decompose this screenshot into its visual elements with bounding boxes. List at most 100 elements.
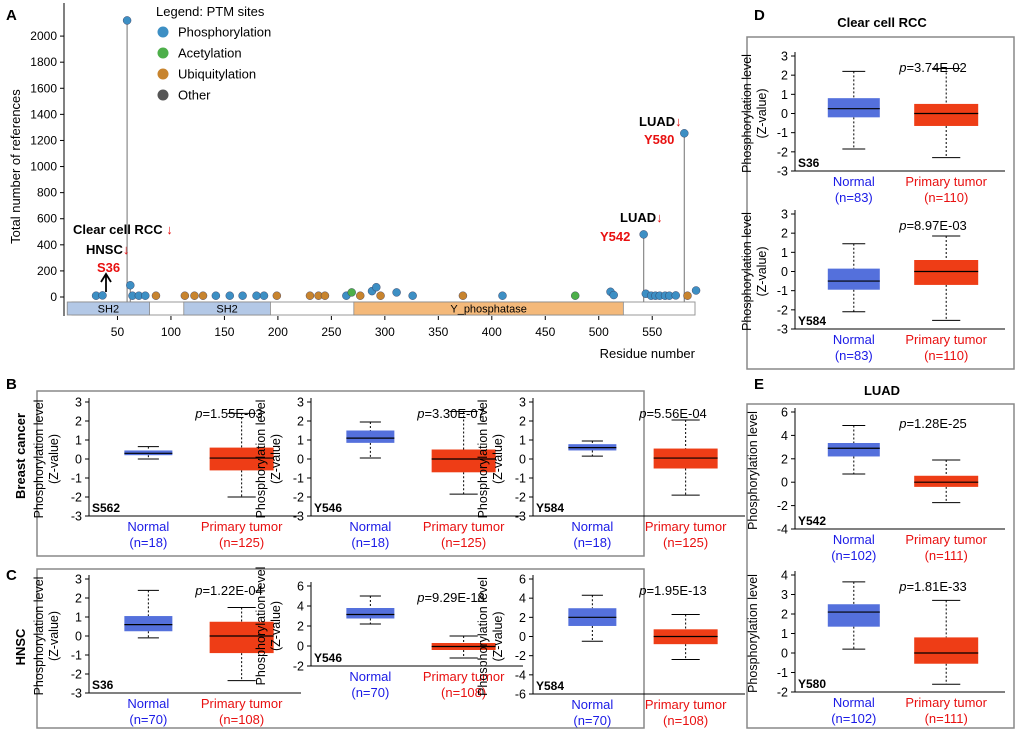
legend-marker-phospho: [157, 26, 169, 38]
box-y-tick-label: -6: [515, 688, 526, 702]
box-ylabel-line2: (Z-value): [491, 434, 505, 484]
panel-d-letter: D: [754, 7, 765, 24]
box-site-label: Y542: [798, 514, 826, 528]
box-ylabel-line1: Phosphorylation level: [740, 212, 754, 331]
box-y-tick-label: -2: [777, 145, 788, 159]
box-y-tick-label: -2: [293, 660, 304, 674]
group-label-tumor: Primary tumor: [423, 519, 505, 534]
y-tick-label: 1600: [30, 81, 57, 95]
legend-marker-other: [157, 89, 169, 101]
box-y-tick-label: 1: [75, 434, 82, 448]
box-y-tick-label: 6: [297, 580, 304, 594]
box-y-tick-label: 0: [297, 640, 304, 654]
box-y-tick-label: -3: [777, 323, 788, 337]
y-tick-label: 400: [37, 238, 57, 252]
box-y-tick-label: 0: [519, 630, 526, 644]
box-y-tick-label: -3: [515, 510, 526, 524]
box-p-value: p=1.81E-33: [898, 579, 967, 594]
box-p-value: p=1.95E-13: [638, 583, 707, 598]
box-y-tick-label: -4: [777, 523, 788, 537]
box-y-tick-label: -2: [71, 668, 82, 682]
group-label-normal: Normal: [349, 519, 391, 534]
group-label-normal: Normal: [833, 174, 875, 189]
ptm-site-acetyl: [571, 291, 580, 300]
box-ylabel-line2: (Z-value): [755, 246, 769, 296]
box-ylabel-line2: (Z-value): [269, 434, 283, 484]
box-ylabel-line1: Phosphorylation level: [476, 400, 490, 519]
group-n-tumor: (n=108): [663, 713, 708, 728]
box-y-tick-label: 3: [297, 396, 304, 410]
group-label-tumor: Primary tumor: [905, 332, 987, 347]
box-ylabel-line1: Phosphorylation level: [476, 577, 490, 696]
x-tick-label: 150: [214, 325, 234, 339]
legend-marker-ubiq: [157, 68, 169, 80]
group-label-tumor: Primary tumor: [645, 697, 727, 712]
ptm-site-phospho: [259, 291, 269, 300]
box-p-value: p=1.28E-25: [898, 416, 967, 431]
box-y-tick-label: 2: [297, 620, 304, 634]
panel-b-frame: [36, 390, 645, 557]
ptm-site-ubiq: [198, 291, 208, 300]
group-label-normal: Normal: [833, 695, 875, 710]
group-label-normal: Normal: [571, 697, 613, 712]
box-p-value: p=3.30E-07: [416, 406, 485, 421]
group-n-tumor: (n=108): [219, 712, 264, 727]
box-p-value: p=3.74E-02: [898, 60, 967, 75]
box-y-tick-label: -1: [71, 649, 82, 663]
box-y-tick-label: 4: [297, 600, 304, 614]
box-ylabel-line2: (Z-value): [47, 434, 61, 484]
legend-label-ubiq: Ubiquitylation: [178, 67, 256, 82]
ptm-site-phospho: [408, 291, 417, 300]
box-y-tick-label: 1: [781, 88, 788, 102]
box-y-tick-label: 1: [519, 434, 526, 448]
ptm-site-ubiq: [376, 291, 385, 300]
box-y-tick-label: 2: [781, 608, 788, 622]
x-tick-label: 250: [321, 325, 341, 339]
ptm-legend: Legend: PTM sites Phosphorylation Acetyla…: [156, 4, 271, 103]
box-y-tick-label: -2: [777, 686, 788, 700]
box-normal: [827, 268, 880, 290]
x-tick-label: 50: [111, 325, 125, 339]
y-tick-label: 1200: [30, 133, 57, 147]
box-y-tick-label: 4: [781, 569, 788, 583]
group-n-normal: (n=70): [351, 685, 389, 700]
group-n-normal: (n=83): [835, 348, 873, 363]
boxplot-d2: 3 2 1 0 -1 -2 -3 Phosphorylation level (Z-value)…: [740, 208, 1005, 363]
box-p-value: p=8.97E-03: [898, 218, 967, 233]
ptm-site-phospho: [609, 290, 618, 300]
x-tick-label: 100: [161, 325, 181, 339]
annot-y542: Y542: [600, 229, 630, 244]
legend-title: Legend: PTM sites: [156, 4, 265, 19]
box-site-label: Y584: [536, 501, 564, 515]
group-label-tumor: Primary tumor: [645, 519, 727, 534]
domain-sh2-0: [66, 301, 150, 316]
panel-a-annotations: Clear cell RCC ↓ HNSC↓ S36 LUAD↓ Y542 LU…: [73, 114, 682, 292]
box-y-tick-label: -1: [515, 472, 526, 486]
box-y-tick-label: -2: [71, 491, 82, 505]
ptm-site-phospho: [691, 286, 701, 295]
annot-s36: S36: [97, 260, 120, 275]
panel-b-title: Breast cancer: [13, 413, 28, 499]
group-n-normal: (n=70): [129, 712, 167, 727]
group-n-tumor: (n=111): [925, 711, 968, 726]
box-y-tick-label: 2: [75, 592, 82, 606]
y-tick-label: 0: [50, 290, 57, 304]
panel-c-title: HNSC: [13, 628, 28, 665]
box-y-tick-label: -2: [515, 649, 526, 663]
y-tick-label: 1400: [30, 107, 57, 121]
box-site-label: Y580: [798, 677, 826, 691]
lollipop-plot: 0 200 400 600 800 1000 1200 1400 1600 1800 2000 Tot…: [8, 3, 701, 361]
group-n-tumor: (n=125): [441, 535, 486, 550]
box-y-tick-label: -2: [777, 303, 788, 317]
group-label-tumor: Primary tumor: [423, 669, 505, 684]
box-normal: [346, 430, 395, 443]
box-normal: [827, 443, 880, 457]
y-tick-label: 1800: [30, 55, 57, 69]
box-site-label: S36: [798, 156, 820, 170]
group-n-normal: (n=102): [831, 548, 876, 563]
panel-e-frame: [746, 403, 1015, 729]
panel-e-letter: E: [754, 376, 764, 393]
ptm-site-ubiq: [305, 291, 315, 300]
box-y-tick-label: -2: [515, 491, 526, 505]
